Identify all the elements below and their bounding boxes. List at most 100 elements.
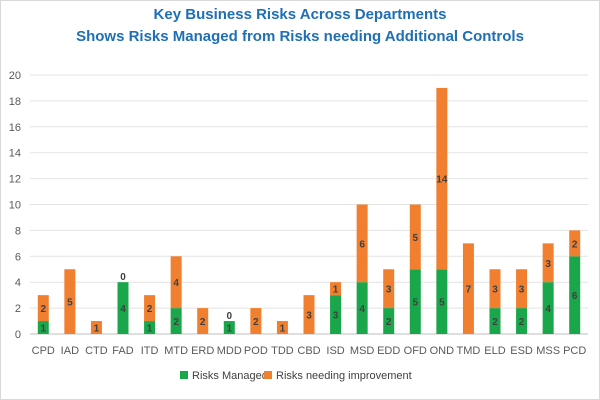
bar-segment-managed-cpd	[37, 321, 49, 334]
data-label: 7	[466, 285, 472, 296]
bar-segment-improvement-cbd	[303, 295, 315, 334]
data-label: 5	[413, 298, 419, 309]
data-label: 1	[41, 324, 47, 335]
bar-segment-managed-mdd	[223, 321, 235, 334]
bar-segment-improvement-mss	[542, 243, 554, 283]
data-label: 5	[67, 298, 73, 309]
bar-segment-improvement-isd	[330, 282, 342, 296]
bar-segment-managed-mtd	[170, 308, 182, 334]
x-tick-label: CTD	[85, 345, 108, 357]
bar-segment-managed-esd	[516, 308, 528, 334]
x-tick-label: MSD	[350, 345, 375, 357]
bar-segment-managed-mss	[542, 282, 554, 334]
bar-segment-improvement-tmd	[462, 243, 474, 334]
legend-label: Risks needing improvement	[276, 370, 412, 382]
data-label: 3	[386, 285, 392, 296]
data-label: 3	[492, 285, 498, 296]
y-tick-label: 12	[9, 174, 21, 186]
x-tick-label: CPD	[32, 345, 55, 357]
x-tick-label: PCD	[563, 345, 586, 357]
data-label: 1	[94, 324, 100, 335]
x-tick-label: ISD	[326, 345, 344, 357]
data-label: 3	[333, 311, 339, 322]
data-label: 2	[386, 317, 392, 328]
x-tick-label: FAD	[112, 345, 133, 357]
x-tick-label: ELD	[484, 345, 505, 357]
bar-segment-managed-fad	[117, 282, 129, 334]
bar-segment-improvement-eld	[489, 269, 501, 309]
x-tick-label: MTD	[164, 345, 188, 357]
x-tick-label: OND	[430, 345, 455, 357]
data-label: 1	[147, 324, 153, 335]
data-label: 3	[545, 259, 551, 270]
bar-segment-managed-msd	[356, 282, 368, 334]
data-label: 6	[572, 291, 578, 302]
bar-segment-improvement-msd	[356, 204, 368, 283]
y-tick-label: 10	[9, 200, 21, 212]
x-tick-label: MDD	[217, 345, 242, 357]
bar-segment-improvement-pcd	[569, 230, 581, 257]
y-tick-label: 0	[15, 329, 21, 341]
x-tick-label: CBD	[297, 345, 320, 357]
x-tick-label: MSS	[536, 345, 560, 357]
data-label: 5	[439, 298, 445, 309]
data-label: 2	[41, 304, 47, 315]
data-label: 2	[572, 239, 578, 250]
bar-segment-improvement-mtd	[170, 256, 182, 309]
x-tick-label: TDD	[271, 345, 294, 357]
data-label: 4	[359, 304, 365, 315]
x-tick-label: EDD	[377, 345, 400, 357]
chart-title: Key Business Risks Across Departments	[153, 6, 447, 23]
x-tick-label: ESD	[510, 345, 533, 357]
bar-segment-improvement-ctd	[90, 321, 102, 334]
chart-subtitle: Shows Risks Managed from Risks needing A…	[76, 28, 524, 45]
bar-segment-improvement-edd	[383, 269, 395, 309]
data-label: 1	[227, 324, 233, 335]
data-label: 3	[306, 311, 312, 322]
data-label: 6	[359, 239, 365, 250]
y-tick-label: 20	[9, 70, 21, 82]
data-label: 4	[173, 278, 179, 289]
y-tick-label: 18	[9, 96, 21, 108]
legend-swatch	[264, 371, 272, 379]
data-label: 0	[227, 311, 233, 322]
data-label: 3	[519, 285, 525, 296]
bar-segment-improvement-erd	[197, 308, 209, 334]
data-label: 4	[120, 304, 126, 315]
x-tick-label: IAD	[61, 345, 79, 357]
bar-segment-managed-isd	[330, 295, 342, 334]
x-tick-label: ERD	[191, 345, 214, 357]
bar-segment-improvement-ond	[436, 87, 448, 270]
bar-segment-improvement-cpd	[37, 295, 49, 322]
x-tick-label: TMD	[457, 345, 481, 357]
data-label: 2	[519, 317, 525, 328]
x-tick-label: ITD	[141, 345, 159, 357]
bar-segment-improvement-tdd	[276, 321, 288, 334]
bar-segment-improvement-iad	[64, 269, 76, 334]
data-label: 4	[545, 304, 551, 315]
data-label: 2	[492, 317, 498, 328]
data-label: 2	[147, 304, 153, 315]
bar-segment-managed-itd	[144, 321, 156, 334]
data-label: 5	[413, 233, 419, 244]
data-label: 2	[200, 317, 206, 328]
bar-segment-improvement-esd	[516, 269, 528, 309]
legend-swatch	[180, 371, 188, 379]
data-label: 2	[253, 317, 259, 328]
y-tick-label: 4	[15, 277, 21, 289]
legend-label: Risks Managed	[192, 370, 268, 382]
bar-segment-improvement-pod	[250, 308, 262, 334]
y-tick-label: 14	[9, 148, 21, 160]
bar-segment-improvement-itd	[144, 295, 156, 322]
bar-segment-improvement-ofd	[409, 204, 421, 270]
data-label: 1	[333, 285, 339, 296]
data-label: 1	[280, 324, 286, 335]
bar-segment-managed-eld	[489, 308, 501, 334]
bar-segment-managed-edd	[383, 308, 395, 334]
bar-segment-managed-pcd	[569, 256, 581, 334]
data-label: 0	[120, 272, 126, 283]
y-tick-label: 6	[15, 251, 21, 263]
y-tick-label: 2	[15, 303, 21, 315]
bar-segment-managed-ond	[436, 269, 448, 334]
x-tick-label: OFD	[404, 345, 427, 357]
